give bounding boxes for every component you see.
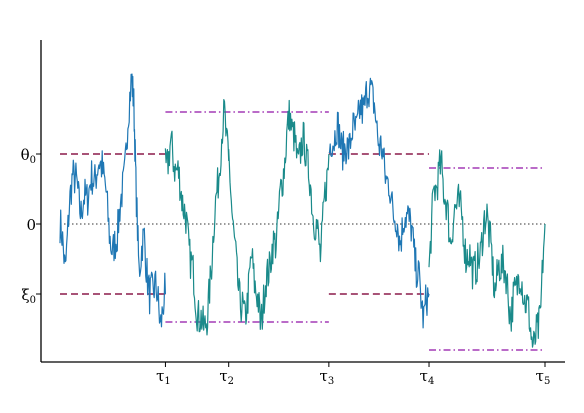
tick-labels: θ0 0 ξ0 τ1 τ2 τ3 τ4 τ5	[21, 146, 551, 387]
random-path	[59, 73, 546, 348]
path-segment-3	[328, 77, 430, 329]
reference-lines	[60, 111, 545, 351]
x-tick-label-4: τ4	[420, 367, 435, 387]
x-tick-label-5: τ5	[536, 367, 551, 387]
y-tick-label-theta0: θ0	[21, 146, 36, 166]
path-segment-4	[428, 149, 546, 348]
path-segment-1	[164, 99, 230, 336]
x-tick-label-3: τ3	[320, 367, 335, 387]
axes	[36, 40, 565, 367]
x-tick-label-2: τ2	[219, 367, 234, 387]
y-tick-label-xi0: ξ0	[21, 286, 36, 306]
x-tick-label-1: τ1	[156, 367, 171, 387]
path-segment-2	[228, 99, 330, 330]
path-segment-0	[59, 73, 166, 328]
y-tick-label-zero: 0	[26, 216, 36, 234]
